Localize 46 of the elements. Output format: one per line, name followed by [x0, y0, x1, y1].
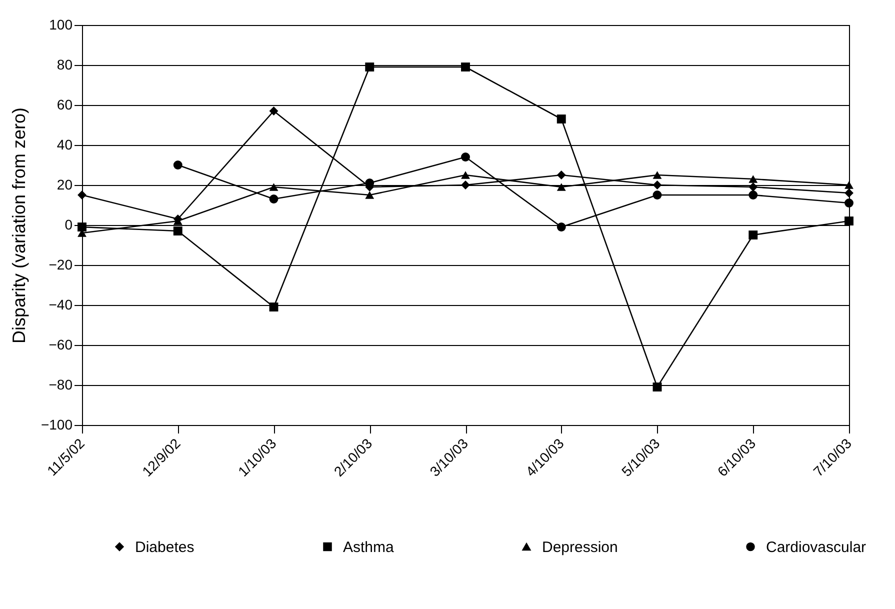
point — [461, 62, 470, 72]
point — [748, 182, 758, 192]
point — [844, 188, 854, 198]
point — [269, 106, 278, 116]
y-tick-label: 80 — [56, 56, 73, 72]
y-tick-label: 0 — [64, 216, 73, 232]
point — [652, 180, 662, 190]
point — [365, 191, 374, 199]
y-axis-title: Disparity (variation from zero) — [8, 107, 29, 344]
y-tick-label: 20 — [56, 176, 73, 192]
point — [78, 190, 86, 200]
point — [556, 183, 566, 191]
y-tick-label: −40 — [48, 296, 73, 312]
point — [461, 152, 470, 162]
point — [78, 222, 86, 232]
point — [173, 160, 182, 170]
point — [652, 171, 662, 179]
legend-label: Asthma — [343, 538, 395, 556]
point — [556, 114, 566, 124]
point — [748, 175, 758, 183]
point — [844, 216, 854, 226]
point — [652, 382, 662, 392]
point — [556, 170, 566, 180]
point — [461, 180, 470, 190]
legend-label: Diabetes — [135, 538, 194, 556]
y-tick-label: 40 — [56, 136, 73, 152]
point — [844, 181, 854, 189]
point — [748, 190, 758, 200]
y-tick-label: −20 — [48, 256, 73, 272]
point — [269, 183, 278, 191]
point — [652, 190, 662, 200]
point — [269, 302, 278, 312]
point — [461, 171, 470, 179]
legend-label: Cardiovascular — [766, 538, 866, 556]
legend-label: Depression — [542, 538, 618, 556]
y-tick-label: −80 — [48, 376, 73, 392]
y-tick-label: −100 — [40, 416, 73, 432]
point — [269, 194, 278, 204]
y-tick-label: 100 — [49, 16, 73, 32]
point — [365, 62, 374, 72]
point — [173, 226, 182, 236]
point — [556, 222, 566, 232]
point — [844, 198, 854, 208]
y-tick-label: 60 — [56, 96, 73, 112]
point — [748, 230, 758, 240]
y-tick-label: −60 — [48, 336, 73, 352]
